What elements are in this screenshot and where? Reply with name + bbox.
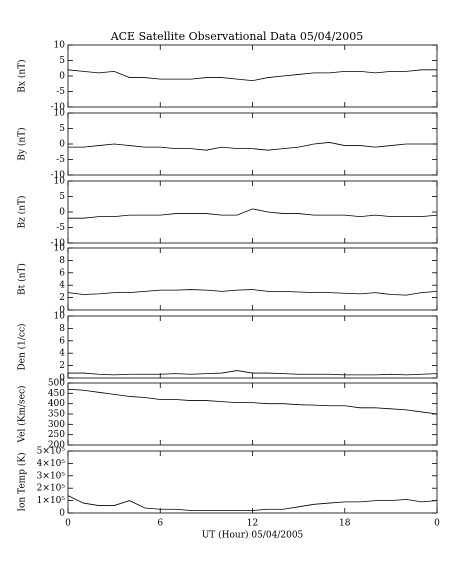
y-axis-label: Den (1/cc) xyxy=(17,323,28,370)
y-tick-label: -10 xyxy=(51,239,66,249)
y-tick-label: 0 xyxy=(59,140,65,150)
y-tick-label: 6 xyxy=(59,268,65,278)
y-tick-label: 5 xyxy=(59,192,65,202)
y-tick-label: 300 xyxy=(48,420,65,430)
x-tick-label: 18 xyxy=(339,519,351,529)
y-tick-label: 0 xyxy=(59,72,65,82)
y-tick-label: 450 xyxy=(48,389,65,399)
y-tick-label: 10 xyxy=(54,312,66,322)
data-line xyxy=(67,69,437,82)
y-tick-label: 5×10⁵ xyxy=(37,447,66,457)
y-tick-label: 10 xyxy=(54,109,66,119)
y-tick-label: 4 xyxy=(59,281,65,291)
x-tick-label: 0 xyxy=(65,519,71,529)
panel-frame xyxy=(67,112,438,176)
y-tick-label: 0 xyxy=(59,374,65,384)
y-tick-label: 6 xyxy=(59,336,65,346)
panel-frame xyxy=(67,382,438,446)
y-tick-label: 5 xyxy=(59,124,65,134)
y-axis-label: Bt (nT) xyxy=(17,263,28,295)
y-tick-label: 10 xyxy=(54,244,66,254)
y-tick-label: 0 xyxy=(59,208,65,218)
panel-frame xyxy=(67,315,438,379)
data-line xyxy=(67,388,438,415)
y-tick-label: -5 xyxy=(56,223,65,233)
y-tick-label: 0 xyxy=(59,306,65,316)
panel-frame xyxy=(67,450,438,514)
y-tick-label: -10 xyxy=(51,171,66,181)
panel-frame xyxy=(67,247,438,311)
x-tick-label: 0 xyxy=(434,519,440,529)
y-axis-label: Ion Temp (K) xyxy=(17,452,28,511)
y-tick-label: 10 xyxy=(54,41,66,51)
y-tick-label: 500 xyxy=(48,379,65,389)
data-line xyxy=(68,142,437,151)
y-tick-label: 200 xyxy=(48,441,65,451)
y-tick-label: 0 xyxy=(59,509,65,519)
y-tick-label: 3×10⁵ xyxy=(37,471,66,481)
chart-title: ACE Satellite Observational Data 05/04/2… xyxy=(110,30,364,43)
x-tick-label: 6 xyxy=(157,519,163,529)
y-tick-label: -10 xyxy=(51,103,66,113)
y-tick-label: 5 xyxy=(59,56,65,66)
y-tick-label: 4×10⁵ xyxy=(37,459,66,469)
y-tick-label: 8 xyxy=(59,256,65,266)
y-tick-label: 350 xyxy=(48,410,65,420)
y-axis-label: By (nT) xyxy=(17,127,28,160)
y-tick-label: 4 xyxy=(59,349,65,359)
y-axis-label: Bz (nT) xyxy=(17,195,28,228)
y-tick-label: -5 xyxy=(56,155,65,165)
y-tick-label: -5 xyxy=(56,87,65,97)
y-tick-label: 1×10⁵ xyxy=(37,496,66,506)
y-tick-label: 2 xyxy=(59,361,65,371)
y-tick-label: 10 xyxy=(54,177,66,187)
panel-frame xyxy=(67,180,438,244)
y-tick-label: 250 xyxy=(48,430,65,440)
y-tick-label: 2×10⁵ xyxy=(37,484,66,494)
y-axis-label: Bx (nT) xyxy=(17,59,28,92)
data-line xyxy=(67,289,438,296)
x-tick-label: 12 xyxy=(247,519,258,529)
panel-frame xyxy=(67,44,438,108)
y-tick-label: 8 xyxy=(59,324,65,334)
data-line xyxy=(68,208,438,219)
y-tick-label: 400 xyxy=(48,399,65,409)
y-axis-label: Vel (Km/sec) xyxy=(17,385,28,443)
x-axis-label: UT (Hour) 05/04/2005 xyxy=(202,530,304,541)
y-tick-label: 2 xyxy=(59,293,65,303)
